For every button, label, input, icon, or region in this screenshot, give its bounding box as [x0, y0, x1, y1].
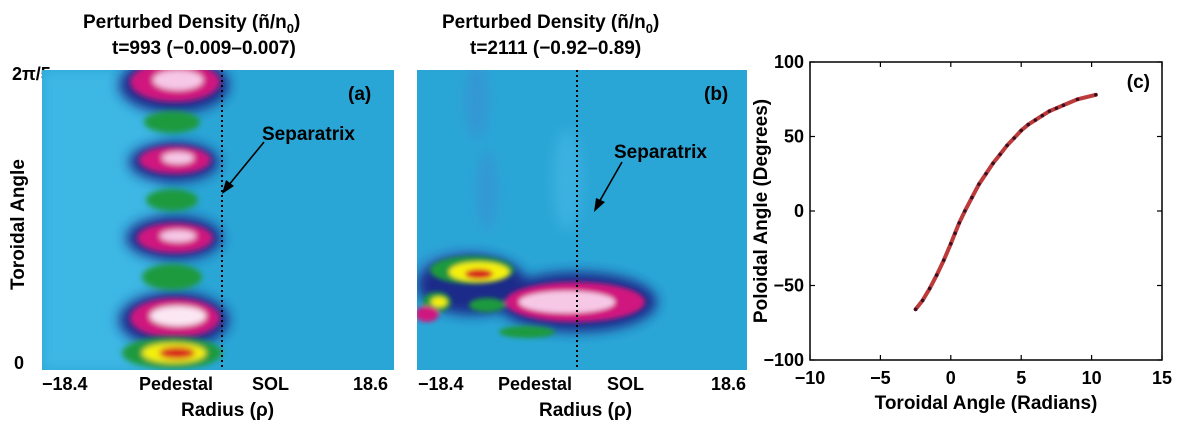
- panel-c-label: (c): [1127, 72, 1150, 93]
- panel-b-title: Perturbed Density (ñ/n0): [442, 12, 659, 36]
- panel-c-data-point: [1026, 122, 1031, 127]
- panel-b-title-sub: 0: [645, 20, 653, 36]
- panel-a-heatmap: [42, 70, 394, 370]
- panel-c-data-point: [1012, 136, 1016, 140]
- panel-c-data-point: [934, 273, 939, 277]
- panel-c-data-point: [1047, 109, 1052, 113]
- panel-c-data-point: [1061, 103, 1066, 108]
- panel-c-data-point: [1054, 106, 1059, 110]
- panel-c-data-point: [998, 152, 1002, 157]
- panel-a-title-main: Perturbed Density (ñ/n: [83, 12, 287, 33]
- panel-a-annotation: Separatrix: [262, 124, 355, 145]
- panel-c-ytick-label: −100: [763, 350, 804, 370]
- panel-a-arrowhead: [222, 180, 234, 194]
- panel-a-ytick-bottom: 0: [14, 353, 25, 373]
- panel-c-ytick-label: 50: [784, 127, 804, 147]
- panel-a-heatmap-svg: [42, 70, 394, 370]
- panel-a-ylabel: Toroidal Angle: [8, 159, 29, 290]
- panel-b-xtick-pedestal: Pedestal: [498, 374, 573, 394]
- panel-c-data-point: [1019, 128, 1023, 133]
- panel-a-xlabel: Radius (ρ): [181, 400, 275, 421]
- panel-c-ytick-label: −50: [773, 276, 804, 296]
- panel-c-data-point: [953, 231, 957, 236]
- panel-b-title-main: Perturbed Density (ñ/n: [442, 12, 646, 33]
- panel-c-data-point: [927, 286, 932, 291]
- panel-c-xtick-label: 0: [946, 368, 956, 388]
- panel-c-xtick-label: 15: [1152, 368, 1172, 388]
- panel-c-data-point: [1033, 118, 1038, 122]
- panel-c-data-point: [941, 258, 946, 262]
- panel-c-data-point: [970, 195, 974, 200]
- panel-c-data-point: [963, 209, 967, 213]
- panel-a-xtick-right: 18.6: [353, 374, 389, 394]
- panel-a-xtick-left: −18.4: [42, 374, 88, 394]
- panel-c-data-point: [977, 182, 981, 186]
- panel-c-data-point: [957, 221, 962, 225]
- panel-c-data-point: [991, 161, 995, 166]
- panel-a-title-close: ): [293, 12, 301, 33]
- panel-c-xtick-label: 5: [1016, 368, 1026, 388]
- panel-c-ytick-label: 0: [794, 201, 804, 221]
- panel-a-xtick-sol: SOL: [252, 374, 290, 394]
- panel-a-title: Perturbed Density (ñ/n0): [83, 12, 300, 36]
- panel-b-heatmap-svg: [417, 70, 747, 370]
- panel-b-arrow: [597, 161, 623, 205]
- panel-b-heatmap: [417, 70, 747, 370]
- panel-c-xtick-label: −10: [795, 368, 826, 388]
- panel-a-ytick-top: 2π/5: [12, 64, 51, 84]
- panel-c-data-point: [913, 307, 918, 312]
- panel-c-data-point: [1005, 143, 1009, 148]
- panel-c-data-point: [949, 241, 953, 246]
- panel-c-data-point: [920, 298, 925, 303]
- panel-b-label: (b): [704, 84, 729, 105]
- panel-b-xtick-sol: SOL: [607, 374, 645, 394]
- panel-c-xtick-label: −5: [870, 368, 891, 388]
- panel-c-plot-frame: [809, 61, 1163, 361]
- panel-c-data-point: [1075, 97, 1080, 102]
- panel-c-data-point: [984, 171, 988, 176]
- panel-a-subtitle: t=993 (−0.009–0.007): [112, 38, 296, 59]
- panel-a-title-sub: 0: [286, 20, 294, 36]
- panel-c-ylabel: Poloidal Angle (Degrees): [751, 99, 772, 323]
- panel-b-title-close: ): [652, 12, 660, 33]
- panel-a-xtick-pedestal: Pedestal: [139, 374, 214, 394]
- panel-b-xtick-right: 18.6: [711, 374, 747, 394]
- panel-c-ytick-label: 100: [774, 52, 804, 72]
- panel-b-arrowhead: [594, 198, 605, 212]
- panel-a-label: (a): [348, 84, 372, 105]
- panel-a-arrow: [227, 141, 265, 187]
- panel-c-xtick-label: 10: [1082, 368, 1102, 388]
- panel-c-data-point: [1040, 113, 1045, 118]
- panel-c-xlabel: Toroidal Angle (Radians): [875, 393, 1098, 414]
- panel-b-subtitle: t=2111 (−0.92–0.89): [470, 38, 642, 59]
- panel-b-xtick-left: −18.4: [418, 374, 464, 394]
- panel-c-data-point: [1094, 92, 1098, 97]
- panel-b-annotation: Separatrix: [614, 142, 707, 163]
- panel-b-xlabel: Radius (ρ): [539, 400, 633, 421]
